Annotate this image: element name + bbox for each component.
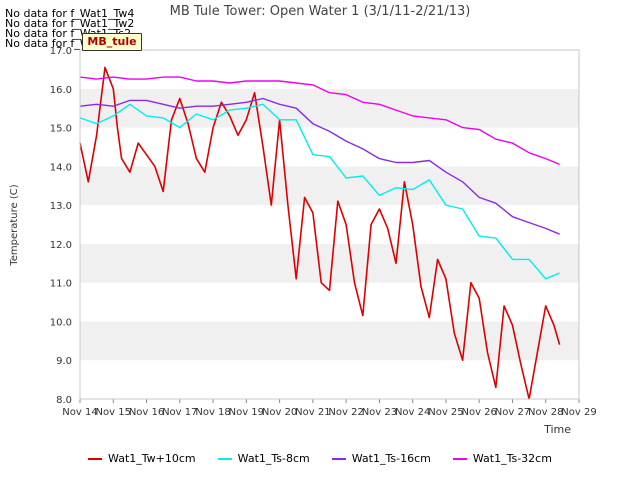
grid-band <box>80 243 579 283</box>
series-line-2 <box>79 97 560 235</box>
grid-band <box>80 205 579 244</box>
x-tick-label: Nov 16 <box>129 407 164 418</box>
x-tick-label: Nov 17 <box>162 407 197 418</box>
y-tick-label: 10.0 <box>50 317 72 328</box>
x-tick-label: Nov 20 <box>262 407 297 418</box>
y-tick-label: 11.0 <box>50 279 72 290</box>
x-tick-label: Nov 25 <box>428 407 463 418</box>
legend-item: Wat1_Tw+10cm <box>88 452 196 465</box>
legend-swatch <box>88 457 103 460</box>
grid-band <box>80 127 579 167</box>
y-tick-label: 12.0 <box>50 240 72 251</box>
y-axis-ticks: 8.0 9.0 10.0 11.0 12.0 13.0 14.0 15.0 16.0 17.0 <box>50 46 72 406</box>
x-tick-label: Nov 29 <box>561 407 596 418</box>
legend-swatch <box>452 457 467 460</box>
grid-band <box>80 166 579 206</box>
legend: Wat1_Tw+10cm Wat1_Ts-8cm Wat1_Ts-16cm Wat1_… <box>0 452 640 465</box>
series-line-3 <box>79 76 560 166</box>
x-tick-label: Nov 24 <box>395 407 430 418</box>
x-tick-label: Nov 28 <box>528 407 563 418</box>
x-tick-label: Nov 21 <box>295 407 330 418</box>
x-tick-label: Nov 22 <box>328 407 363 418</box>
x-tick-label: Nov 15 <box>96 407 131 418</box>
nodata-message-tair: No data for f_Wat1_Tair <box>5 37 133 50</box>
x-tick-label: Nov 18 <box>195 407 230 418</box>
legend-item: Wat1_Ts-8cm <box>217 452 310 465</box>
legend-swatch <box>331 457 346 460</box>
legend-swatch <box>217 457 232 460</box>
x-axis-label: Time <box>543 423 571 436</box>
nodata-message-tw4: No data for f_Wat1_Tw4 <box>5 7 135 20</box>
x-tick-label: Nov 14 <box>62 407 97 418</box>
x-tick-label: Nov 23 <box>362 407 397 418</box>
nodata-message-tw2: No data for f_Wat1_Tw2 <box>5 17 135 30</box>
y-tick-label: 14.0 <box>50 162 72 173</box>
legend-label: Wat1_Ts-16cm <box>351 452 431 465</box>
y-tick-label: 9.0 <box>56 356 72 367</box>
x-tick-label: Nov 26 <box>461 407 496 418</box>
y-tick-label: 8.0 <box>56 395 72 406</box>
y-tick-label: 13.0 <box>50 201 72 212</box>
chart-title: MB Tule Tower: Open Water 1 (3/1/11-2/21… <box>170 4 471 19</box>
grid-band <box>80 88 579 128</box>
legend-label: Wat1_Ts-32cm <box>472 452 552 465</box>
grid-bands <box>80 50 579 399</box>
grid-band <box>80 50 579 89</box>
series-layer <box>79 66 561 400</box>
x-tick-label: Nov 19 <box>229 407 264 418</box>
legend-item: Wat1_Ts-16cm <box>331 452 431 465</box>
tooltip-box: MB_tule <box>82 33 142 51</box>
series-line-0 <box>79 66 561 400</box>
y-tick-label: 15.0 <box>50 124 72 135</box>
nodata-message-ts2: No data for f_Wat1_Ts2 <box>5 27 132 40</box>
legend-item: Wat1_Ts-32cm <box>452 452 552 465</box>
y-axis-label: Temperature (C) <box>9 184 20 266</box>
grid-band <box>80 321 579 361</box>
legend-label: Wat1_Ts-8cm <box>237 452 310 465</box>
legend-label: Wat1_Tw+10cm <box>108 452 196 465</box>
series-line-1 <box>79 103 560 280</box>
x-tick-label: Nov 27 <box>495 407 530 418</box>
y-tick-label: 16.0 <box>50 85 72 96</box>
y-tick-label: 17.0 <box>50 46 72 57</box>
plot-frame <box>79 49 580 400</box>
grid-band <box>80 360 579 399</box>
